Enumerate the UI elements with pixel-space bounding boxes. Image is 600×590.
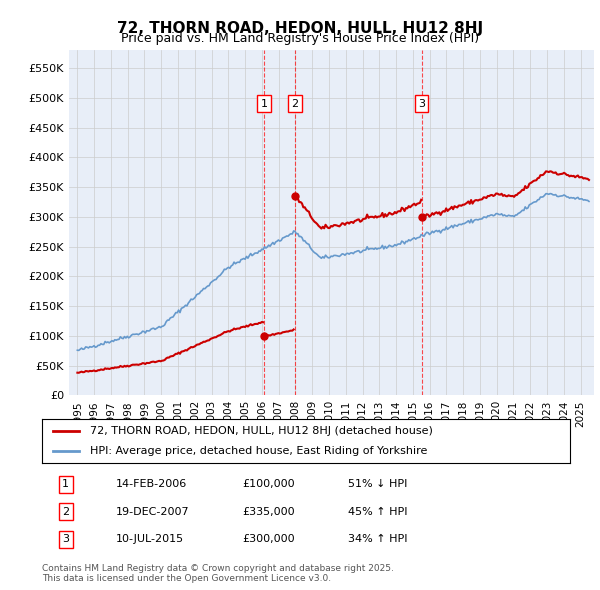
- Text: £335,000: £335,000: [242, 507, 295, 517]
- Text: HPI: Average price, detached house, East Riding of Yorkshire: HPI: Average price, detached house, East…: [89, 446, 427, 455]
- Text: 2: 2: [292, 99, 298, 109]
- Text: 72, THORN ROAD, HEDON, HULL, HU12 8HJ: 72, THORN ROAD, HEDON, HULL, HU12 8HJ: [117, 21, 483, 35]
- Text: Contains HM Land Registry data © Crown copyright and database right 2025.
This d: Contains HM Land Registry data © Crown c…: [42, 563, 394, 583]
- Text: 10-JUL-2015: 10-JUL-2015: [116, 534, 184, 544]
- Text: 45% ↑ HPI: 45% ↑ HPI: [348, 507, 408, 517]
- Text: 1: 1: [260, 99, 268, 109]
- Text: 3: 3: [62, 534, 69, 544]
- Text: Price paid vs. HM Land Registry's House Price Index (HPI): Price paid vs. HM Land Registry's House …: [121, 32, 479, 45]
- Text: £100,000: £100,000: [242, 480, 295, 490]
- Text: 2: 2: [62, 507, 70, 517]
- Text: 34% ↑ HPI: 34% ↑ HPI: [348, 534, 408, 544]
- Text: 51% ↓ HPI: 51% ↓ HPI: [348, 480, 407, 490]
- Text: 19-DEC-2007: 19-DEC-2007: [116, 507, 190, 517]
- Text: 72, THORN ROAD, HEDON, HULL, HU12 8HJ (detached house): 72, THORN ROAD, HEDON, HULL, HU12 8HJ (d…: [89, 427, 433, 436]
- Text: 14-FEB-2006: 14-FEB-2006: [116, 480, 187, 490]
- Text: 1: 1: [62, 480, 69, 490]
- Text: 3: 3: [418, 99, 425, 109]
- Text: £300,000: £300,000: [242, 534, 295, 544]
